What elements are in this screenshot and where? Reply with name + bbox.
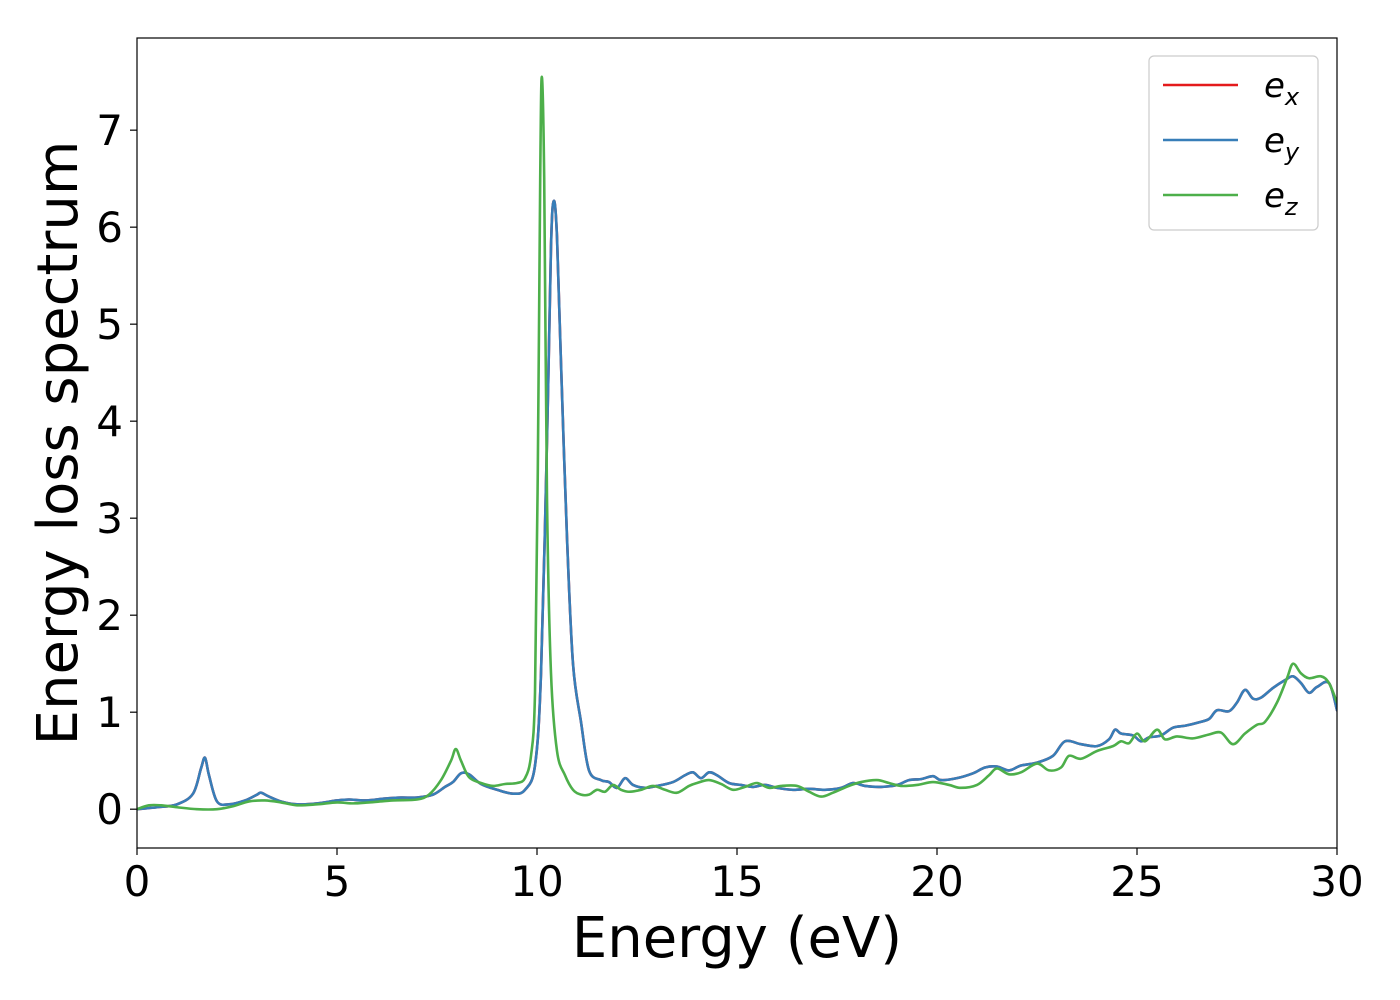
y-tick-label: 0: [96, 785, 123, 834]
legend-label-e-y: ey: [1264, 121, 1300, 166]
legend: ex ey ez: [1148, 55, 1319, 231]
x-tick-label: 30: [1310, 857, 1363, 906]
series-line-e-y: [137, 199, 1337, 811]
y-tick-label: 6: [96, 203, 123, 252]
x-tick-label: 25: [1110, 857, 1163, 906]
x-tick-label: 10: [510, 857, 563, 906]
y-tick-label: 2: [96, 591, 123, 640]
x-tick-label: 5: [324, 857, 351, 906]
y-tick-label: 4: [96, 397, 123, 446]
x-axis-ticks: 0 5 10 15 20 25 30: [124, 848, 1364, 906]
y-axis-title: Energy loss spectrum: [26, 141, 91, 746]
x-axis-title: Energy (eV): [572, 906, 902, 971]
x-tick-label: 15: [710, 857, 763, 906]
x-tick-label: 0: [124, 857, 151, 906]
legend-box: [1148, 55, 1319, 231]
y-tick-label: 7: [96, 106, 123, 155]
y-axis-ticks: 0 1 2 3 4 5 6 7: [96, 106, 137, 834]
legend-label-e-x: ex: [1264, 66, 1300, 111]
series-line-e-z: [137, 75, 1337, 811]
x-tick-label: 20: [910, 857, 963, 906]
plot-area-background: [137, 38, 1337, 848]
series-layer: [137, 75, 1337, 811]
y-tick-label: 5: [96, 300, 123, 349]
legend-label-e-z: ez: [1264, 176, 1299, 221]
y-tick-label: 3: [96, 494, 123, 543]
y-tick-label: 1: [96, 688, 123, 737]
